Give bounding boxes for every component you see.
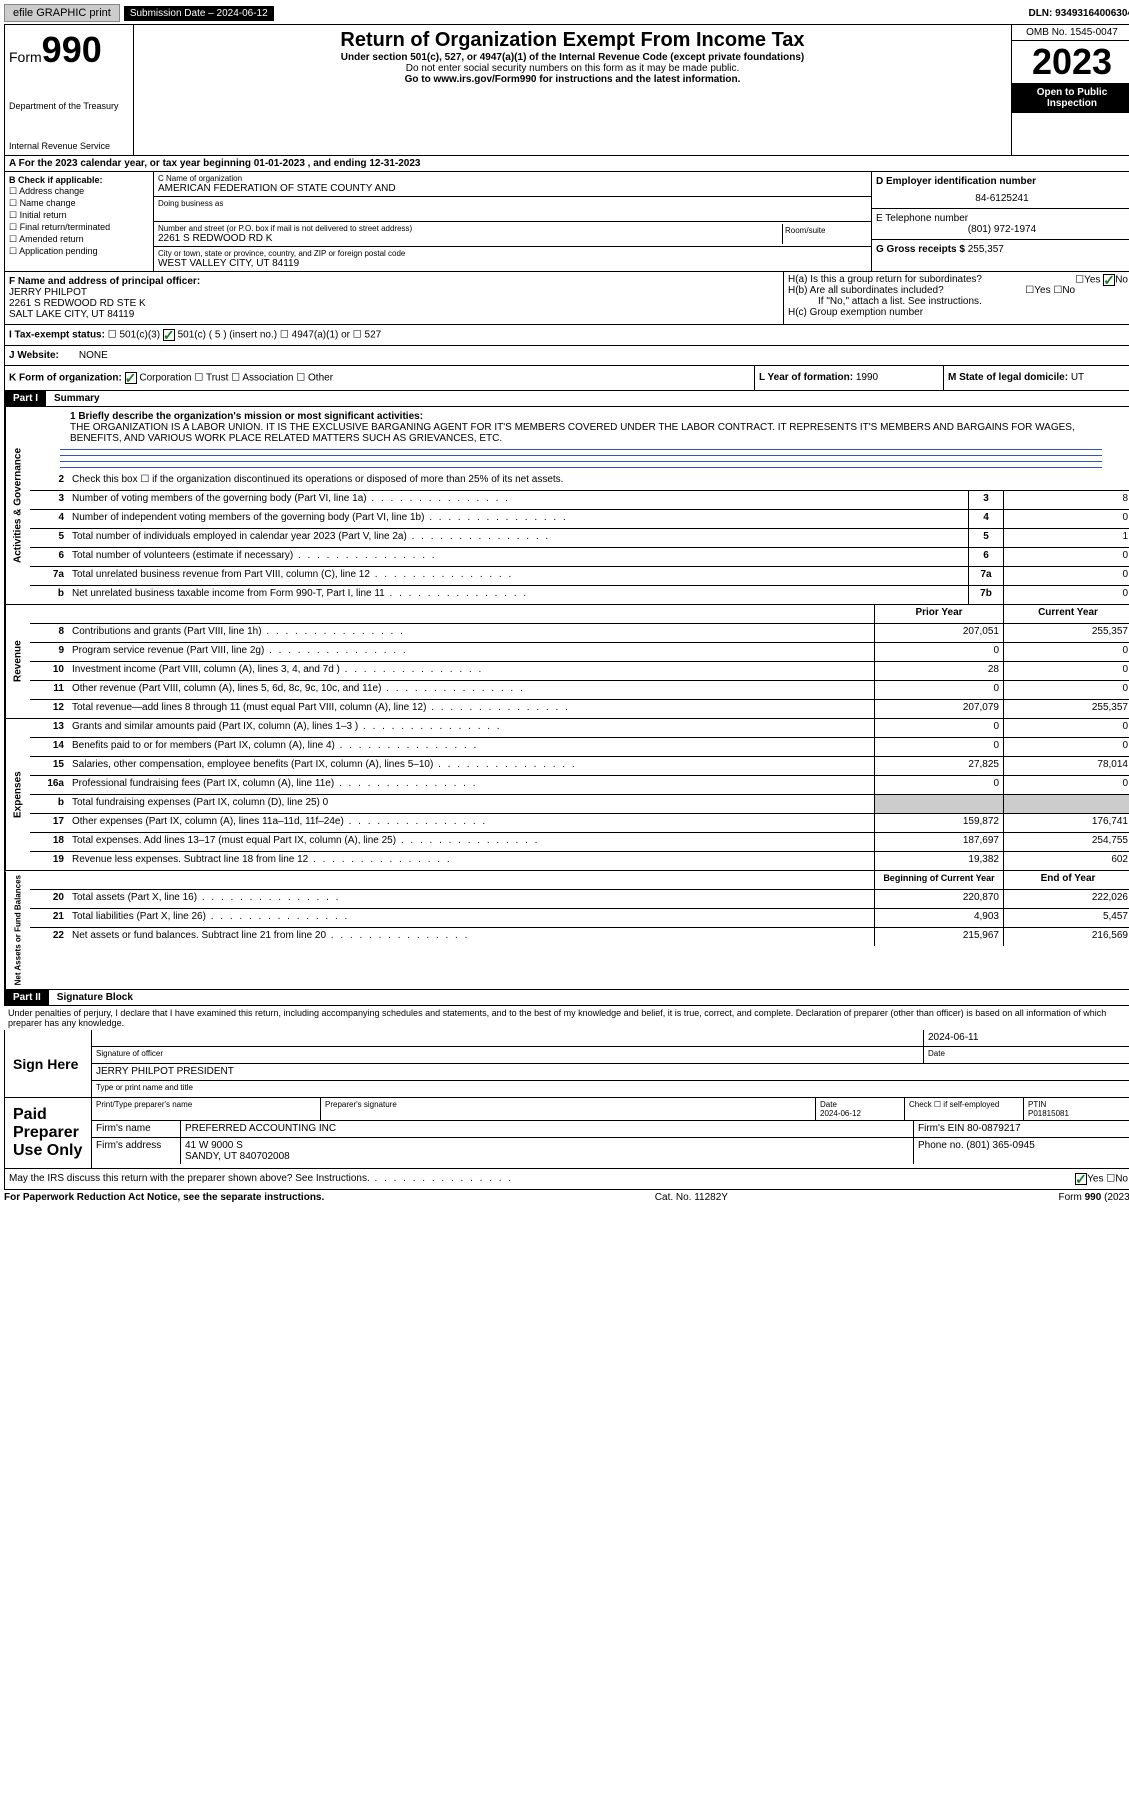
summary-line: 21 Total liabilities (Part X, line 26) 4… — [30, 909, 1129, 928]
officer-name: JERRY PHILPOT — [9, 287, 87, 298]
summary-line: 15 Salaries, other compensation, employe… — [30, 757, 1129, 776]
org-name: AMERICAN FEDERATION OF STATE COUNTY AND — [158, 183, 867, 194]
form-title: Return of Organization Exempt From Incom… — [138, 29, 1007, 52]
efile-button[interactable]: efile GRAPHIC print — [4, 4, 120, 22]
perjury-statement: Under penalties of perjury, I declare th… — [4, 1006, 1129, 1030]
vlabel-netassets: Net Assets or Fund Balances — [5, 871, 30, 989]
summary-line: 8 Contributions and grants (Part VIII, l… — [30, 624, 1129, 643]
top-bar: efile GRAPHIC print Submission Date – 20… — [4, 4, 1129, 22]
summary-line: 17 Other expenses (Part IX, column (A), … — [30, 814, 1129, 833]
ssn-warning: Do not enter social security numbers on … — [138, 63, 1007, 74]
row-i: I Tax-exempt status: ☐ 501(c)(3) 501(c) … — [4, 325, 1129, 346]
box-h: H(a) Is this a group return for subordin… — [784, 272, 1129, 324]
box-d: D Employer identification number84-61252… — [871, 172, 1129, 271]
discuss-row: May the IRS discuss this return with the… — [4, 1169, 1129, 1190]
part1-title: Summary — [46, 393, 100, 404]
row-l: L Year of formation: 1990 — [755, 366, 944, 390]
form-number: 990 — [42, 29, 102, 70]
summary-line: 7a Total unrelated business revenue from… — [30, 567, 1129, 586]
goto-link[interactable]: Go to www.irs.gov/Form990 for instructio… — [138, 74, 1007, 85]
dept-label: Department of the Treasury — [9, 101, 129, 111]
gross-receipts: 255,357 — [968, 244, 1004, 255]
vlabel-governance: Activities & Governance — [5, 407, 30, 604]
part2-title: Signature Block — [49, 992, 133, 1003]
summary-line: 18 Total expenses. Add lines 13–17 (must… — [30, 833, 1129, 852]
vlabel-expenses: Expenses — [5, 719, 30, 870]
website: NONE — [79, 350, 108, 361]
irs-label: Internal Revenue Service — [9, 141, 129, 151]
form-prefix: Form — [9, 49, 42, 65]
part2-label: Part II — [5, 990, 49, 1005]
discuss-yes-checkbox[interactable] — [1075, 1173, 1087, 1185]
form-subtitle: Under section 501(c), 527, or 4947(a)(1)… — [138, 52, 1007, 63]
box-b: B Check if applicable: ☐ Address change … — [5, 172, 154, 271]
sign-here-label: Sign Here — [5, 1030, 92, 1097]
summary-line: 13 Grants and similar amounts paid (Part… — [30, 719, 1129, 738]
phone: (801) 972-1974 — [876, 224, 1128, 235]
row-m: M State of legal domicile: UT — [944, 366, 1129, 390]
firm-name: PREFERRED ACCOUNTING INC — [181, 1121, 914, 1137]
summary-line: b Net unrelated business taxable income … — [30, 586, 1129, 604]
501c-checkbox[interactable] — [163, 329, 175, 341]
ha-no-checkbox[interactable] — [1103, 274, 1115, 286]
summary-line: 14 Benefits paid to or for members (Part… — [30, 738, 1129, 757]
officer-signature: JERRY PHILPOT PRESIDENT — [92, 1064, 1129, 1080]
form-header: Form990 Department of the Treasury Inter… — [4, 24, 1129, 156]
ptin: P01815081 — [1028, 1109, 1069, 1118]
summary-line: 5 Total number of individuals employed i… — [30, 529, 1129, 548]
part1-label: Part I — [5, 391, 46, 406]
tax-year: 2023 — [1012, 41, 1129, 83]
org-city: WEST VALLEY CITY, UT 84119 — [158, 258, 867, 269]
corp-checkbox[interactable] — [125, 372, 137, 384]
org-address: 2261 S REDWOOD RD K — [158, 233, 782, 244]
row-j: J Website: NONE — [4, 346, 1129, 366]
row-a: A For the 2023 calendar year, or tax yea… — [4, 156, 1129, 172]
open-inspection: Open to Public Inspection — [1012, 83, 1129, 113]
summary-line: 22 Net assets or fund balances. Subtract… — [30, 928, 1129, 946]
summary-line: 10 Investment income (Part VIII, column … — [30, 662, 1129, 681]
paid-preparer-label: Paid Preparer Use Only — [5, 1098, 92, 1168]
summary-line: 9 Program service revenue (Part VIII, li… — [30, 643, 1129, 662]
summary-line: 3 Number of voting members of the govern… — [30, 491, 1129, 510]
summary-line: 11 Other revenue (Part VIII, column (A),… — [30, 681, 1129, 700]
omb-number: OMB No. 1545-0047 — [1012, 25, 1129, 41]
box-f: F Name and address of principal officer:… — [5, 272, 784, 324]
summary-line: 16a Professional fundraising fees (Part … — [30, 776, 1129, 795]
ein: 84-6125241 — [876, 187, 1128, 204]
submission-date: Submission Date – 2024-06-12 — [124, 6, 274, 21]
summary-line: 6 Total number of volunteers (estimate i… — [30, 548, 1129, 567]
dln: DLN: 93493164006304 — [1028, 8, 1129, 19]
summary-line: 19 Revenue less expenses. Subtract line … — [30, 852, 1129, 870]
vlabel-revenue: Revenue — [5, 605, 30, 718]
summary-line: b Total fundraising expenses (Part IX, c… — [30, 795, 1129, 814]
box-c: C Name of organizationAMERICAN FEDERATIO… — [154, 172, 871, 271]
summary-line: 20 Total assets (Part X, line 16) 220,87… — [30, 890, 1129, 909]
summary-line: 12 Total revenue—add lines 8 through 11 … — [30, 700, 1129, 718]
summary-line: 4 Number of independent voting members o… — [30, 510, 1129, 529]
page-footer: For Paperwork Reduction Act Notice, see … — [4, 1190, 1129, 1205]
firm-phone: (801) 365-0945 — [966, 1140, 1034, 1151]
row-k: K Form of organization: Corporation ☐ Tr… — [5, 366, 755, 390]
mission-text: THE ORGANIZATION IS A LABOR UNION. IT IS… — [70, 422, 1075, 444]
firm-ein: 80-0879217 — [967, 1123, 1020, 1134]
